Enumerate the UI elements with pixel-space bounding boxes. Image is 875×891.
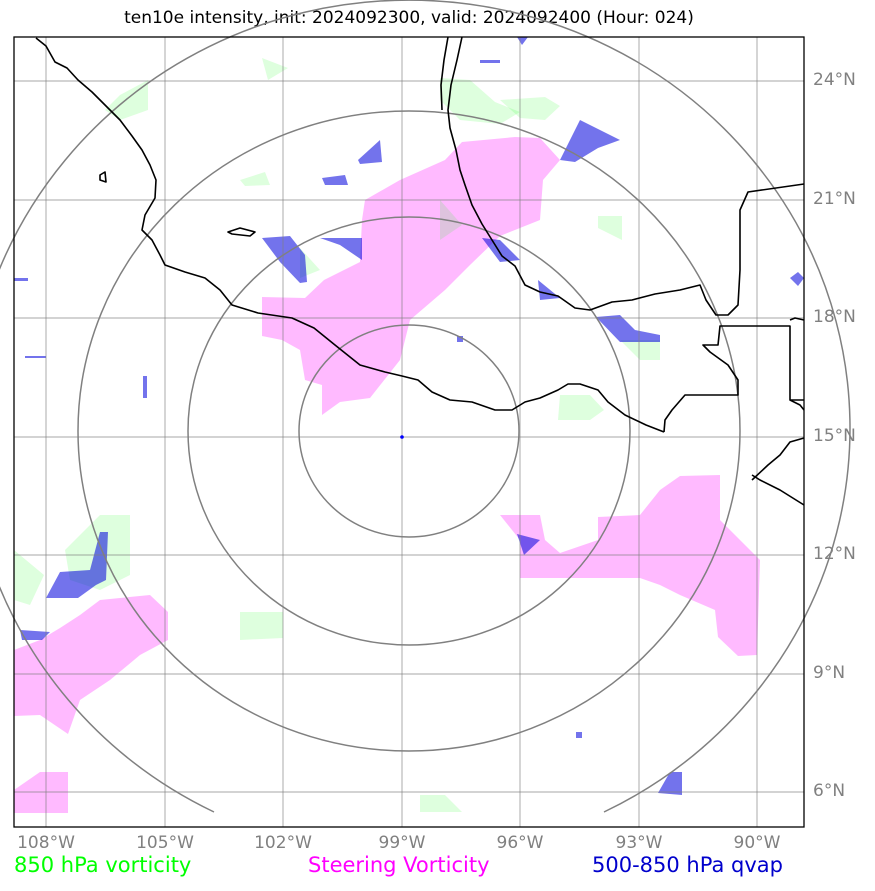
vort850-patch (558, 395, 604, 420)
vort850-patch (500, 97, 560, 120)
vort850-patch (598, 216, 622, 240)
qvap-patch (596, 315, 660, 342)
legend-qvap: 500-850 hPa qvap (592, 853, 783, 877)
lat-tick-6: 6°N (813, 781, 846, 801)
lon-tick-93: 93°W (615, 833, 663, 853)
qvap-patch (576, 732, 582, 738)
lat-tick-15: 15°N (813, 426, 856, 446)
qvap-patch (482, 238, 520, 262)
lat-tick-12: 12°N (813, 544, 856, 564)
coast-baja-island (227, 227, 256, 237)
plot-frame (13, 36, 805, 828)
qvap-patch (517, 534, 540, 555)
lat-tick-9: 9°N (813, 663, 846, 683)
qvap-patch (322, 175, 348, 185)
lat-tick-21: 21°N (813, 189, 856, 209)
steering-region-southwest (14, 595, 168, 734)
graticule (14, 37, 804, 827)
qvap-patch (46, 532, 108, 598)
border-honduras (751, 437, 805, 481)
lat-tick-18: 18°N (813, 307, 856, 327)
vort850-patch (14, 550, 44, 605)
border-central (751, 474, 805, 506)
border-guatemala (663, 325, 804, 433)
vort850-patch (240, 172, 270, 186)
qvap-patch (143, 376, 147, 398)
qvap-patch (14, 278, 28, 281)
coast-belize (789, 317, 805, 321)
range-ring-1 (298, 324, 520, 538)
coastline-gulf-inner (440, 36, 449, 111)
coast-islet (99, 171, 107, 183)
qvap-patch (320, 238, 362, 260)
vort850-patch (262, 58, 288, 80)
vort850-patch (440, 200, 462, 240)
lat-tick-24: 24°N (813, 70, 856, 90)
coastlines (35, 36, 805, 506)
range-rings (0, 0, 851, 813)
qvap-patch (480, 60, 500, 63)
qvap-patch (20, 630, 50, 640)
legend-steering: Steering Vorticity (308, 853, 490, 877)
vort850-patch (440, 78, 520, 124)
qvap-patch (358, 140, 382, 164)
lon-tick-90: 90°W (733, 833, 781, 853)
qvap-field (14, 37, 804, 795)
coastline-pacific (35, 37, 665, 433)
storm-center-marker (400, 435, 404, 439)
lon-tick-102: 102°W (254, 833, 312, 853)
qvap-patch (25, 356, 46, 358)
coast-yucatan-east (789, 399, 805, 411)
range-ring-2 (187, 216, 631, 646)
vort850-patch (420, 795, 462, 812)
coastline-gulf (447, 36, 805, 316)
lon-tick-96: 96°W (496, 833, 544, 853)
qvap-patch (658, 772, 682, 795)
lon-tick-105: 105°W (136, 833, 194, 853)
range-ring-3 (77, 110, 741, 752)
steering-region-southeast (500, 475, 760, 656)
lon-tick-99: 99°W (378, 833, 426, 853)
qvap-patch (560, 120, 620, 162)
qvap-patch (790, 272, 804, 286)
lon-tick-108: 108°W (17, 833, 75, 853)
vort850-patch (240, 612, 283, 640)
vort850-field (14, 58, 660, 812)
plot-background (14, 37, 804, 827)
legend-vort850: 850 hPa vorticity (14, 853, 192, 877)
vort850-patch (620, 340, 660, 360)
range-ring-4 (0, 0, 851, 813)
